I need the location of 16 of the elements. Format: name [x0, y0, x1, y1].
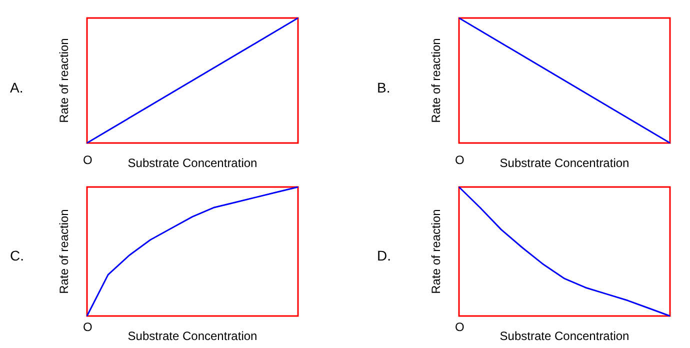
text: C.	[10, 248, 24, 264]
text: O	[83, 153, 92, 167]
x-axis-title: Substrate Concentration	[128, 329, 258, 343]
y-axis-title: Rate of reaction	[57, 209, 71, 294]
y-axis-title: Rate of reaction	[429, 209, 443, 294]
x-axis-title: Substrate Concentration	[128, 156, 258, 170]
text: A.	[10, 80, 24, 96]
y-axis-title: Rate of reaction	[429, 38, 443, 123]
text: O	[455, 320, 464, 334]
text: O	[455, 153, 464, 167]
text: D.	[377, 248, 391, 264]
y-axis-title: Rate of reaction	[57, 38, 71, 123]
text: O	[83, 320, 92, 334]
x-axis-title: Substrate Concentration	[500, 329, 630, 343]
x-axis-title: Substrate Concentration	[500, 156, 630, 170]
text: B.	[377, 80, 390, 96]
